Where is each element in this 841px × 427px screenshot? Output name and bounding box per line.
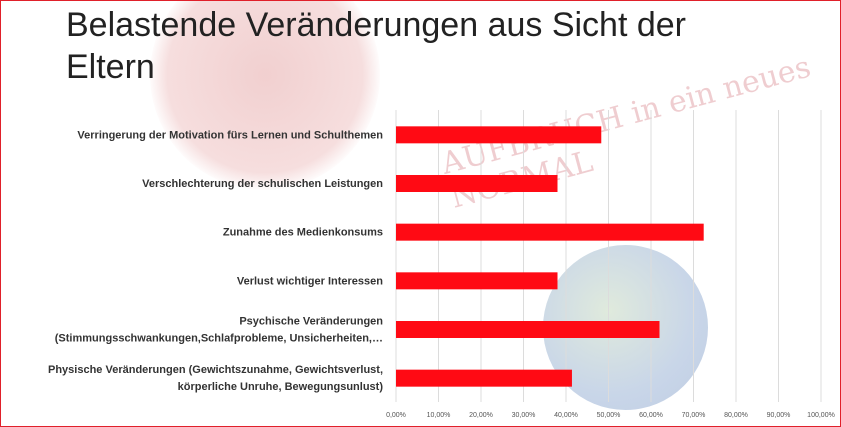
category-label: Zunahme des Medienkonsums [223,227,383,239]
x-tick-label: 50,00% [597,412,621,419]
x-tick-label: 90,00% [767,412,791,419]
x-tick-label: 70,00% [682,412,706,419]
x-tick-label: 60,00% [639,412,663,419]
slide-title: Belastende Veränderungen aus Sicht der E… [66,6,687,86]
bar [396,272,558,290]
x-tick-label: 0,00% [386,412,406,419]
x-tick-label: 20,00% [469,412,493,419]
category-label: Physische Veränderungen (Gewichtszunahme… [48,364,383,376]
category-label: Verschlechterung der schulischen Leistun… [142,178,383,190]
bar [396,175,558,192]
bar [396,369,572,387]
x-tick-label: 10,00% [427,412,451,419]
bar [396,321,660,338]
x-tick-label: 80,00% [724,412,748,419]
bar [396,126,602,144]
category-label: (Stimmungsschwankungen,Schlafprobleme, U… [55,333,383,345]
category-label: körperliche Unruhe, Bewegungsunlust) [178,381,384,393]
x-tick-label: 40,00% [554,412,578,419]
bar [396,223,704,241]
x-tick-label: 30,00% [512,412,536,419]
x-tick-label: 100,00% [807,412,835,419]
virus-watermark [150,0,380,190]
category-label: Psychische Veränderungen [239,316,383,328]
category-label: Verringerung der Motivation fürs Lernen … [77,129,383,141]
category-label: Verlust wichtiger Interessen [237,275,383,287]
